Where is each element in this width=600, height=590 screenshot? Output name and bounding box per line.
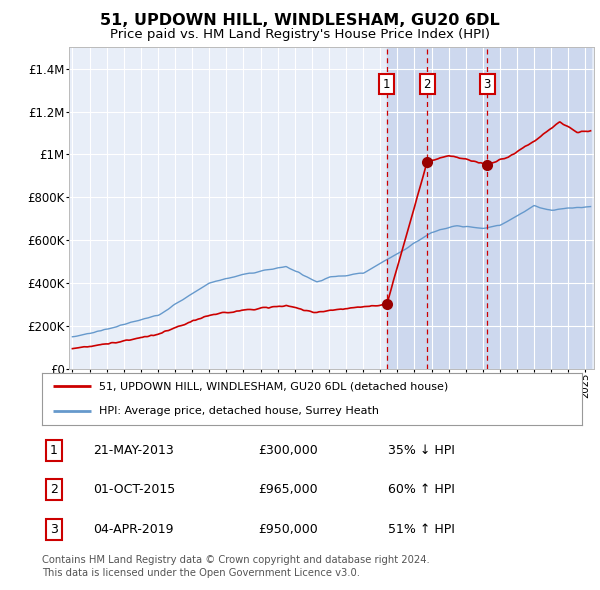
Text: £965,000: £965,000	[258, 483, 317, 496]
Text: 51% ↑ HPI: 51% ↑ HPI	[388, 523, 454, 536]
Text: 35% ↓ HPI: 35% ↓ HPI	[388, 444, 454, 457]
Text: 3: 3	[484, 78, 491, 91]
Text: 60% ↑ HPI: 60% ↑ HPI	[388, 483, 454, 496]
Text: 51, UPDOWN HILL, WINDLESHAM, GU20 6DL: 51, UPDOWN HILL, WINDLESHAM, GU20 6DL	[100, 13, 500, 28]
Text: 2: 2	[50, 483, 58, 496]
Text: This data is licensed under the Open Government Licence v3.0.: This data is licensed under the Open Gov…	[42, 568, 360, 578]
Text: 01-OCT-2015: 01-OCT-2015	[94, 483, 176, 496]
Text: 3: 3	[50, 523, 58, 536]
Text: £950,000: £950,000	[258, 523, 318, 536]
Text: 21-MAY-2013: 21-MAY-2013	[94, 444, 174, 457]
Text: Price paid vs. HM Land Registry's House Price Index (HPI): Price paid vs. HM Land Registry's House …	[110, 28, 490, 41]
Text: 2: 2	[424, 78, 431, 91]
Text: 1: 1	[383, 78, 391, 91]
Text: 1: 1	[50, 444, 58, 457]
Text: £300,000: £300,000	[258, 444, 318, 457]
Text: 04-APR-2019: 04-APR-2019	[94, 523, 174, 536]
Text: HPI: Average price, detached house, Surrey Heath: HPI: Average price, detached house, Surr…	[98, 407, 379, 417]
Text: 51, UPDOWN HILL, WINDLESHAM, GU20 6DL (detached house): 51, UPDOWN HILL, WINDLESHAM, GU20 6DL (d…	[98, 381, 448, 391]
Text: Contains HM Land Registry data © Crown copyright and database right 2024.: Contains HM Land Registry data © Crown c…	[42, 555, 430, 565]
